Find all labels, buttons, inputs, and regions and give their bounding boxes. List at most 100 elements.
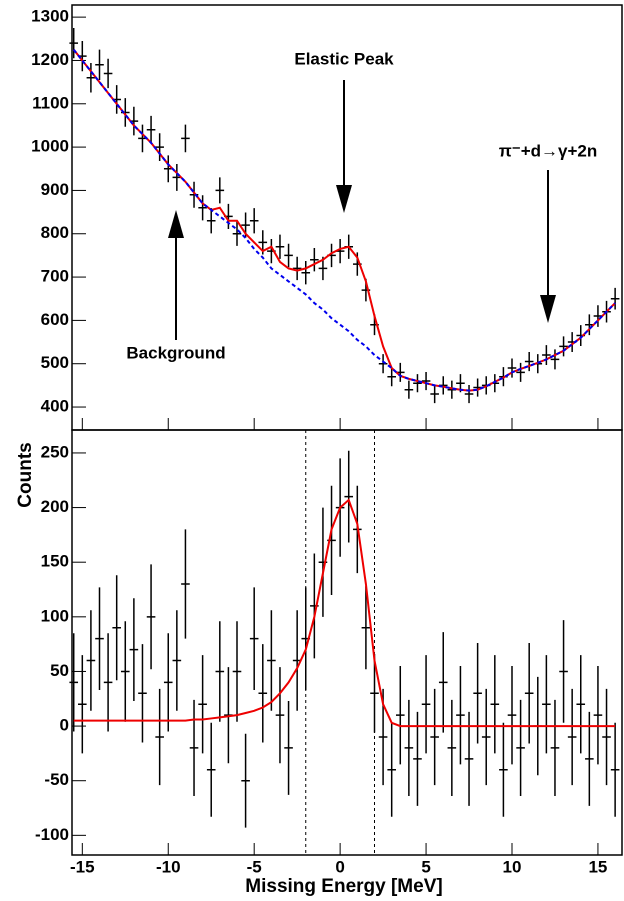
data-point bbox=[198, 195, 207, 221]
data-point bbox=[370, 653, 379, 733]
data-point bbox=[585, 711, 594, 806]
plot-frame bbox=[71, 429, 623, 856]
y-tick-label: -50 bbox=[44, 770, 69, 789]
data-point bbox=[232, 621, 242, 722]
data-point bbox=[361, 586, 371, 670]
x-tick-label: -10 bbox=[156, 857, 181, 876]
data-point bbox=[120, 98, 130, 127]
annotation: Background bbox=[126, 343, 225, 362]
fit-curve bbox=[73, 498, 616, 728]
data-point bbox=[103, 633, 113, 732]
arrow-head bbox=[540, 295, 556, 323]
data-point bbox=[146, 564, 156, 670]
data-point bbox=[413, 711, 422, 806]
data-point bbox=[155, 133, 164, 161]
data-point bbox=[378, 354, 388, 374]
data-point bbox=[172, 163, 182, 191]
data-point bbox=[172, 610, 182, 711]
y-tick-label: 1100 bbox=[32, 93, 69, 112]
data-point bbox=[559, 336, 568, 357]
data-point bbox=[163, 633, 173, 732]
data-point bbox=[249, 587, 259, 691]
data-point bbox=[550, 349, 560, 370]
y-axis-label: Counts bbox=[15, 442, 36, 507]
data-point bbox=[292, 256, 302, 281]
data-point bbox=[524, 352, 534, 372]
data-point bbox=[146, 115, 156, 144]
y-tick-label: 600 bbox=[41, 310, 69, 329]
data-point bbox=[206, 208, 216, 234]
data-point bbox=[542, 345, 551, 366]
y-tick-label: 400 bbox=[41, 397, 69, 416]
data-point bbox=[456, 665, 465, 765]
x-tick-label: -5 bbox=[247, 857, 262, 876]
data-point bbox=[189, 699, 199, 797]
y-tick-label: -100 bbox=[35, 825, 69, 844]
x-tick-label: 10 bbox=[503, 857, 522, 876]
data-point bbox=[249, 208, 259, 234]
data-point bbox=[395, 665, 405, 765]
data-point bbox=[490, 655, 500, 754]
data-point bbox=[284, 243, 293, 268]
data-point bbox=[232, 221, 242, 246]
data-point bbox=[181, 529, 190, 639]
arrow-head bbox=[336, 185, 352, 213]
data-point bbox=[86, 610, 96, 711]
data-point bbox=[310, 248, 319, 272]
data-point bbox=[198, 655, 207, 754]
data-point bbox=[138, 124, 147, 153]
data-point bbox=[559, 620, 568, 723]
data-point bbox=[567, 688, 577, 786]
y-tick-label: 200 bbox=[41, 497, 69, 516]
arrow-head bbox=[168, 210, 184, 238]
data-point bbox=[404, 380, 414, 399]
data-point bbox=[507, 358, 517, 378]
data-point bbox=[112, 575, 121, 681]
data-point bbox=[447, 699, 457, 797]
data-point bbox=[129, 598, 139, 701]
data-point bbox=[610, 722, 620, 817]
data-point bbox=[267, 610, 276, 711]
y-tick-label: 500 bbox=[41, 353, 69, 372]
x-axis-label: Missing Energy [MeV] bbox=[245, 876, 442, 897]
data-point bbox=[593, 665, 603, 765]
data-point bbox=[241, 733, 250, 828]
data-point bbox=[69, 633, 79, 732]
data-point bbox=[206, 722, 216, 817]
data-point bbox=[181, 124, 190, 153]
plot-frame bbox=[71, 4, 623, 431]
x-tick-label: -15 bbox=[70, 857, 95, 876]
data-point bbox=[421, 371, 431, 391]
x-tick-label: 5 bbox=[421, 857, 430, 876]
data-point bbox=[593, 305, 603, 327]
annotation: π⁻+d→γ+2n bbox=[499, 141, 598, 160]
data-point bbox=[138, 644, 147, 743]
data-point bbox=[215, 621, 225, 722]
data-point bbox=[507, 665, 517, 765]
data-point bbox=[284, 700, 293, 795]
data-point bbox=[516, 699, 525, 797]
data-point bbox=[524, 643, 534, 744]
data-point bbox=[438, 632, 448, 733]
y-tick-label: 100 bbox=[41, 606, 69, 625]
data-point bbox=[542, 655, 551, 754]
data-point bbox=[95, 587, 104, 691]
y-tick-label: 1300 bbox=[31, 7, 69, 26]
y-tick-label: 700 bbox=[41, 267, 69, 286]
x-tick-label: 0 bbox=[335, 857, 344, 876]
data-point bbox=[275, 234, 285, 259]
data-point bbox=[69, 27, 79, 59]
data-point bbox=[516, 362, 525, 382]
data-point bbox=[430, 384, 439, 404]
data-point bbox=[404, 699, 414, 797]
background-curve bbox=[72, 49, 616, 392]
data-point bbox=[215, 177, 225, 204]
data-point bbox=[344, 450, 354, 543]
y-tick-label: 1000 bbox=[31, 137, 69, 156]
data-point bbox=[189, 181, 199, 208]
data-point bbox=[275, 667, 285, 764]
data-point bbox=[103, 58, 113, 89]
data-point bbox=[163, 155, 173, 183]
data-point bbox=[155, 688, 164, 786]
